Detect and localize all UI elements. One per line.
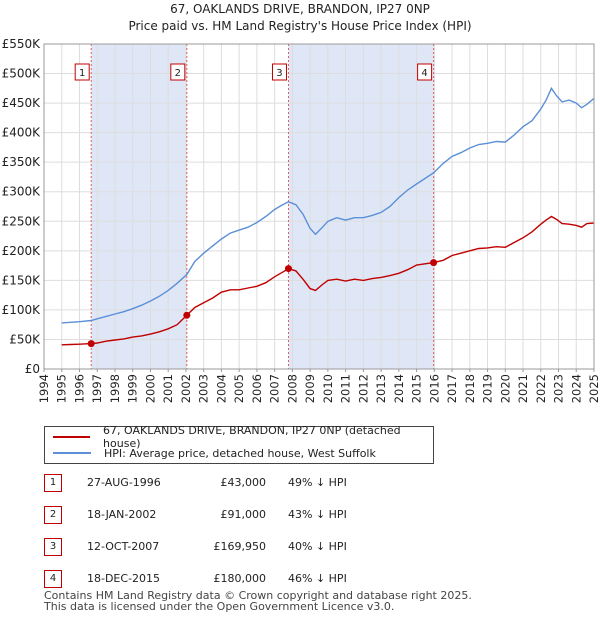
footer-copyright: Contains HM Land Registry data © Crown c… (44, 589, 472, 602)
y-tick-label: £550K (2, 37, 42, 51)
footer: Contains HM Land Registry data © Crown c… (44, 590, 472, 612)
sale-point (430, 259, 438, 267)
y-tick-label: £350K (2, 155, 42, 169)
y-tick-label: £50K (9, 332, 41, 346)
sale-badge-box (170, 63, 186, 81)
sale-point (87, 340, 95, 348)
legend-item-property: 67, OAKLANDS DRIVE, BRANDON, IP27 0NP (d… (53, 424, 433, 450)
y-tick-label: £200K (2, 244, 42, 258)
y-tick-label: £500K (2, 67, 42, 81)
chart-title: 67, OAKLANDS DRIVE, BRANDON, IP27 0NP (170, 2, 430, 16)
shaded-band (91, 44, 187, 369)
sale-price: £180,000 (213, 572, 267, 585)
sale-hpi-diff: 43% ↓ HPI (288, 508, 347, 521)
x-tick-label: 2005 (232, 374, 246, 403)
hpi-line (61, 86, 595, 324)
x-tick-label: 2014 (392, 374, 406, 403)
legend-label-property: 67, OAKLANDS DRIVE, BRANDON, IP27 0NP (d… (103, 424, 401, 450)
x-tick-label: 2017 (445, 374, 459, 403)
x-tick-label: 2019 (481, 374, 495, 403)
legend-item-hpi: HPI: Average price, detached house, West… (53, 445, 376, 461)
y-tick-label: £250K (2, 214, 42, 228)
sale-point (183, 311, 191, 319)
x-tick-label: 2009 (303, 374, 317, 403)
y-tick-label: £150K (2, 273, 42, 287)
x-tick-label: 1998 (108, 374, 122, 403)
sale-badge-box (417, 63, 433, 81)
y-tick-label: £300K (2, 185, 42, 199)
sale-date: 18-DEC-2015 (87, 572, 161, 585)
sale-price: £169,950 (213, 540, 267, 553)
sale-price: £91,000 (220, 508, 267, 521)
sale-date: 12-OCT-2007 (87, 540, 160, 553)
x-tick-label: 2004 (214, 374, 228, 403)
x-tick-label: 1996 (72, 374, 86, 403)
x-tick-label: 1995 (55, 374, 69, 403)
sale-badge-box (74, 63, 90, 81)
plot-frame (43, 43, 595, 370)
x-tick-label: 2025 (587, 374, 600, 403)
sale-hpi-diff: 49% ↓ HPI (288, 476, 347, 489)
price-chart: 67, OAKLANDS DRIVE, BRANDON, IP27 0NP Pr… (2, 2, 600, 403)
sale-hpi-diff: 46% ↓ HPI (288, 572, 347, 585)
shaded-band (288, 44, 434, 369)
x-tick-label: 2003 (197, 374, 211, 403)
sale-date: 18-JAN-2002 (87, 508, 157, 521)
sale-badge-label: 1 (79, 68, 85, 79)
y-tick-label: £0 (25, 362, 40, 376)
y-tick-label: £400K (2, 126, 42, 140)
sale-date: 27-AUG-1996 (87, 476, 161, 489)
legend-swatch-property (53, 436, 91, 438)
footer-licence: This data is licensed under the Open Gov… (44, 600, 395, 613)
sale-number-badge: 1 (44, 474, 62, 492)
x-tick-label: 2001 (161, 374, 175, 403)
sale-badge-label: 2 (175, 68, 181, 79)
x-tick-label: 2002 (179, 374, 193, 403)
x-tick-label: 2006 (250, 374, 264, 403)
x-tick-label: 2021 (516, 374, 530, 403)
sale-number-badge: 3 (44, 538, 62, 556)
legend-label-hpi: HPI: Average price, detached house, West… (104, 446, 376, 460)
legend: 67, OAKLANDS DRIVE, BRANDON, IP27 0NP (d… (44, 424, 434, 464)
sale-point (284, 265, 292, 273)
sale-hpi-diff: 40% ↓ HPI (288, 540, 347, 553)
x-tick-label: 2007 (268, 374, 282, 403)
y-tick-label: £100K (2, 303, 42, 317)
x-tick-label: 2024 (569, 374, 583, 403)
sale-price: £43,000 (220, 476, 267, 489)
x-tick-label: 2013 (374, 374, 388, 403)
chart-subtitle: Price paid vs. HM Land Registry's House … (128, 19, 471, 33)
x-tick-label: 2020 (498, 374, 512, 403)
x-tick-label: 2022 (534, 374, 548, 403)
property-price-line (61, 215, 595, 346)
y-tick-label: £450K (2, 96, 42, 110)
x-tick-label: 2011 (339, 374, 353, 403)
x-tick-label: 1999 (126, 374, 140, 403)
x-tick-label: 2000 (143, 374, 157, 403)
sale-badge-label: 4 (421, 68, 427, 79)
sale-badge-box (271, 63, 287, 81)
sale-number-badge: 2 (44, 506, 62, 524)
x-tick-label: 2010 (321, 374, 335, 403)
x-tick-label: 2023 (552, 374, 566, 403)
x-tick-label: 2012 (356, 374, 370, 403)
sale-number-badge: 4 (44, 570, 62, 588)
x-tick-label: 1997 (90, 374, 104, 403)
x-tick-label: 2018 (463, 374, 477, 403)
x-tick-label: 2016 (427, 374, 441, 403)
x-tick-label: 1994 (37, 374, 51, 403)
x-tick-label: 2015 (410, 374, 424, 403)
legend-swatch-hpi (53, 452, 91, 454)
sale-badge-label: 3 (276, 68, 282, 79)
x-tick-label: 2008 (285, 374, 299, 403)
